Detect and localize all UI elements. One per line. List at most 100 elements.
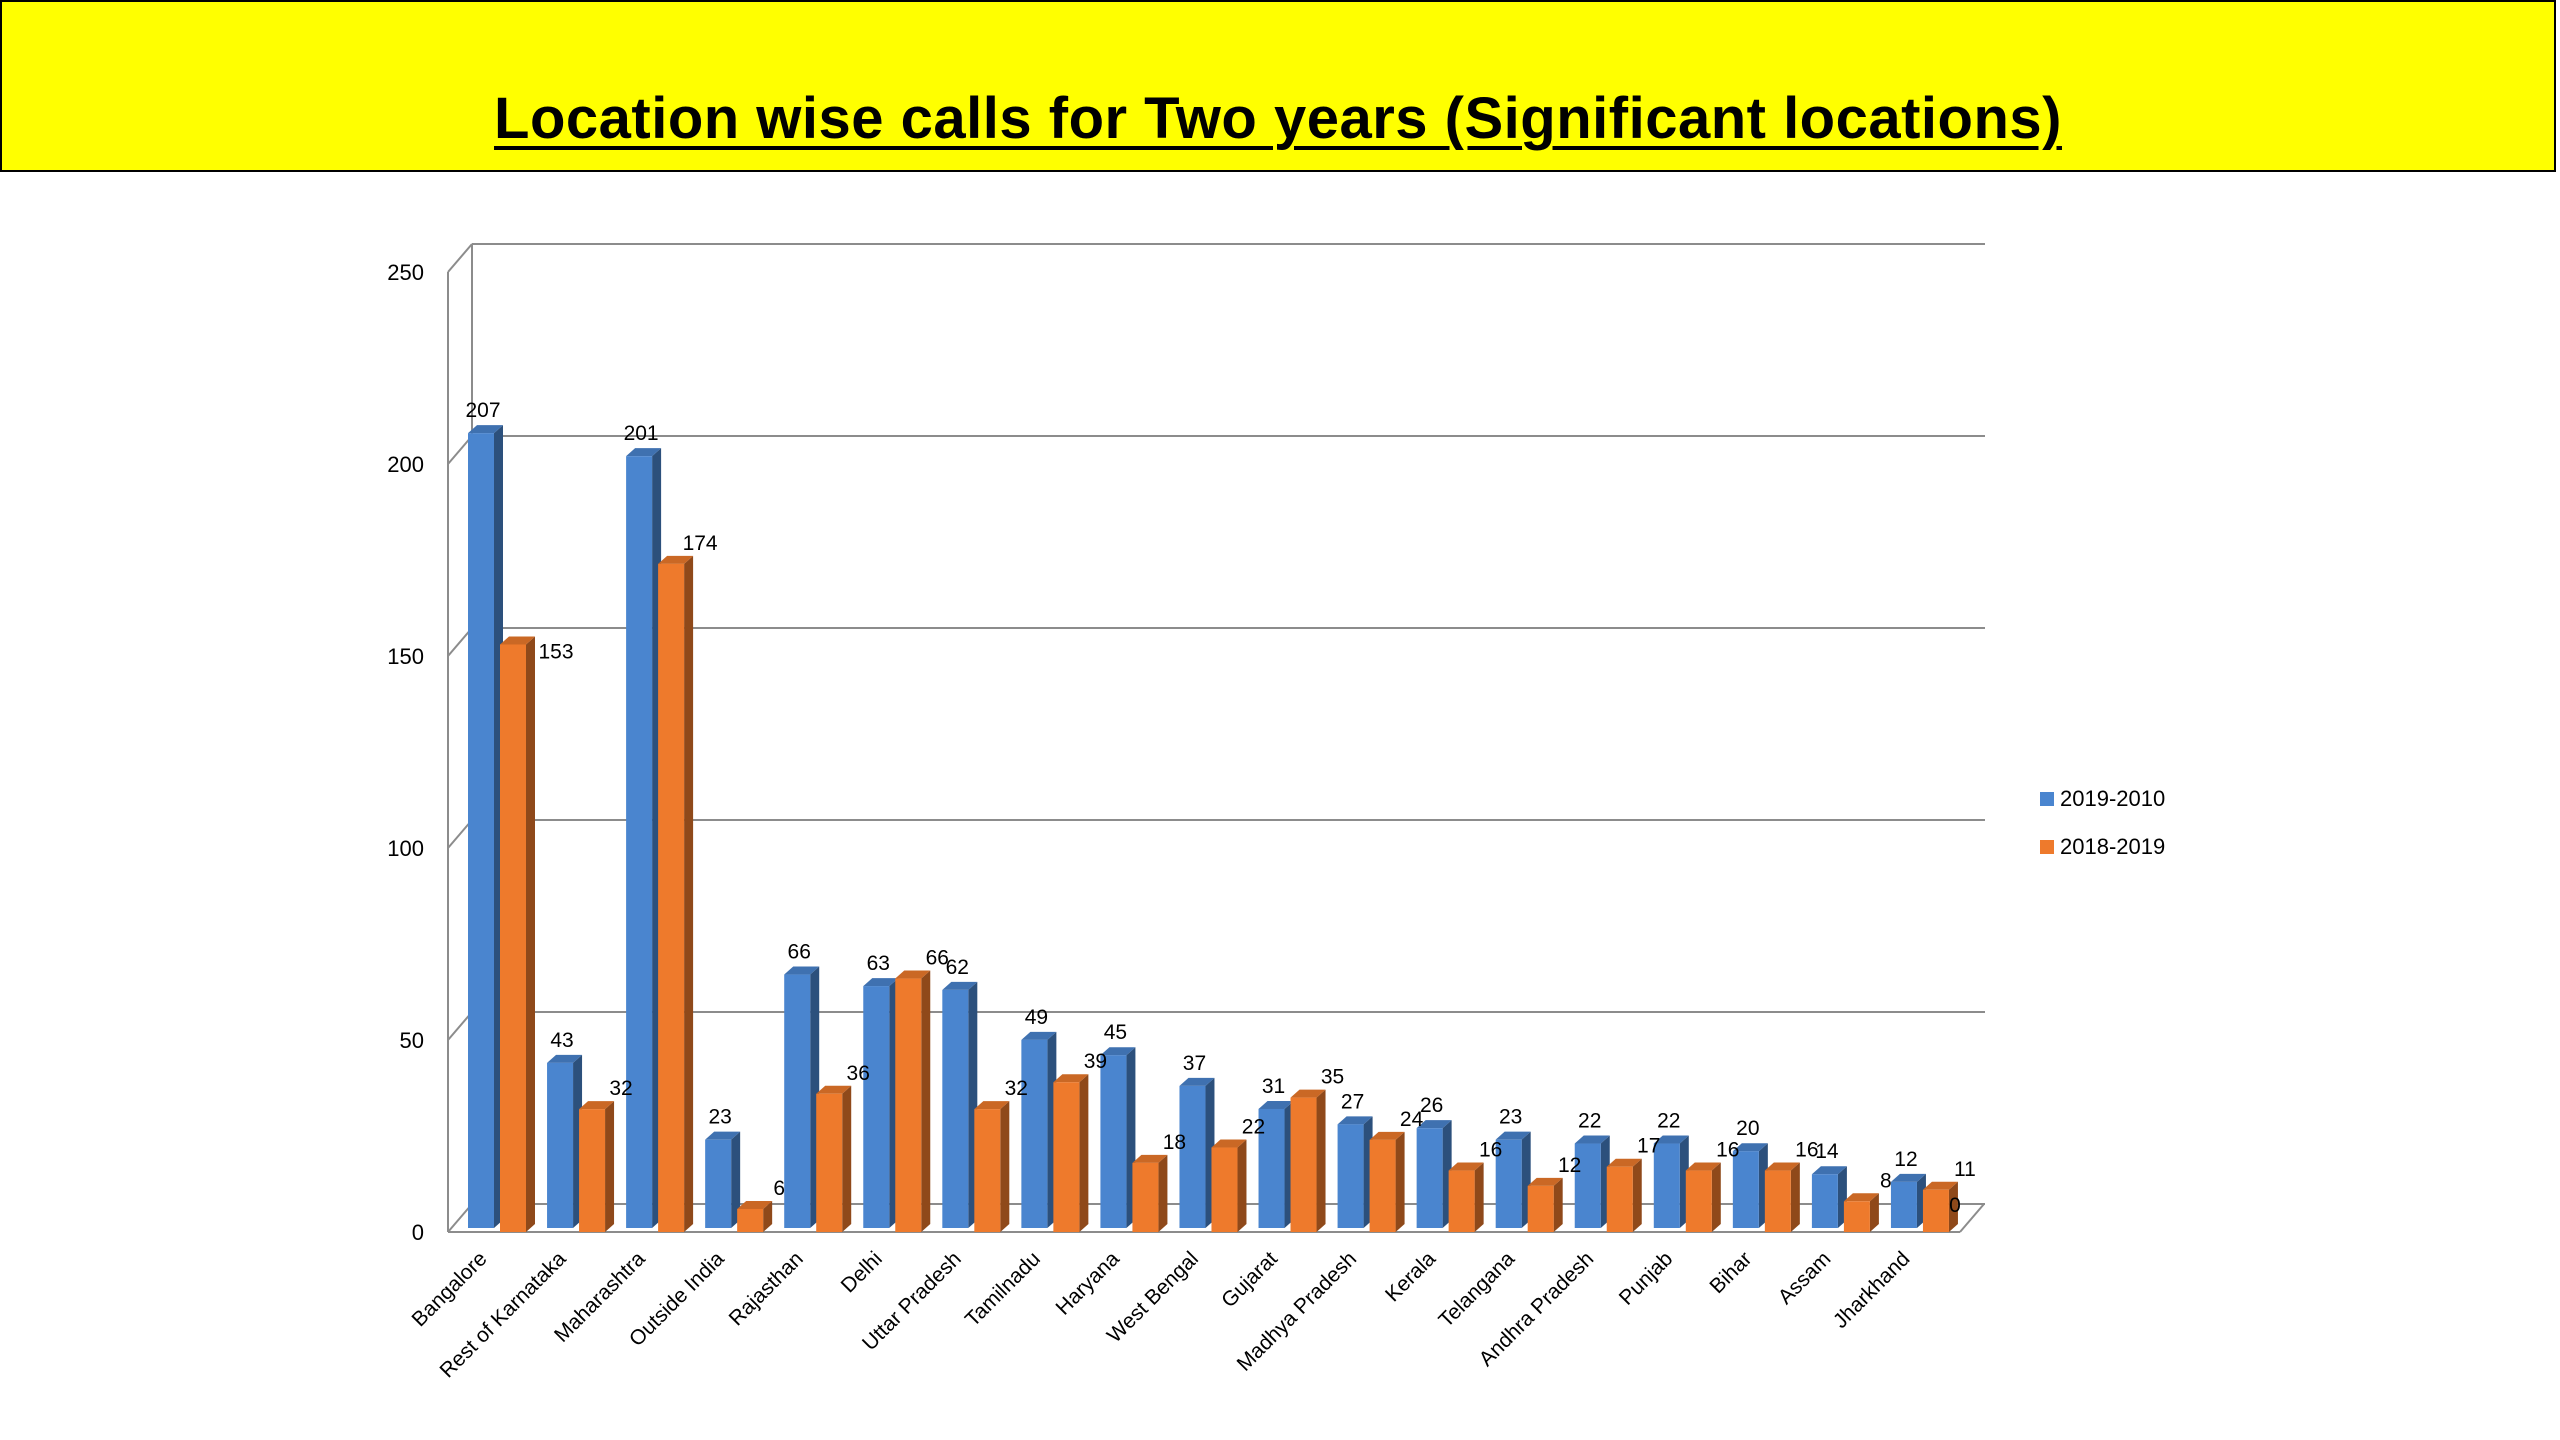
bar-top xyxy=(942,981,978,990)
y-tick-label: 0 xyxy=(412,1220,424,1245)
data-label: 14 xyxy=(1815,1140,1839,1163)
bar xyxy=(626,456,653,1228)
bar-top xyxy=(784,966,820,975)
data-label: 12 xyxy=(1894,1148,1917,1171)
annotation-label: 0 xyxy=(1949,1194,1961,1217)
bar-top xyxy=(1527,1177,1563,1186)
x-tick-label: Punjab xyxy=(1615,1247,1678,1310)
data-label: 6 xyxy=(773,1177,785,1200)
data-label: 12 xyxy=(1558,1154,1581,1177)
bar xyxy=(1416,1128,1443,1228)
bar xyxy=(1369,1139,1396,1232)
bar-top xyxy=(1732,1143,1768,1152)
bar-side xyxy=(1632,1158,1642,1232)
bar xyxy=(1100,1055,1127,1228)
data-label: 174 xyxy=(683,532,718,555)
bar xyxy=(547,1062,574,1228)
bar-side xyxy=(1237,1139,1247,1232)
bar xyxy=(658,563,685,1232)
bar-top xyxy=(1843,1193,1879,1202)
bar xyxy=(895,978,922,1232)
bar-top xyxy=(1211,1139,1247,1148)
data-label: 35 xyxy=(1321,1066,1344,1089)
bar xyxy=(737,1208,764,1232)
data-label: 66 xyxy=(788,941,811,964)
data-label: 20 xyxy=(1736,1117,1759,1140)
bar-top xyxy=(1132,1154,1168,1163)
bar xyxy=(1337,1124,1364,1228)
bar-side xyxy=(1316,1089,1326,1232)
data-label: 49 xyxy=(1025,1006,1048,1029)
data-label: 22 xyxy=(1578,1110,1601,1133)
y-tick-label: 100 xyxy=(387,836,424,861)
bar xyxy=(942,989,969,1228)
bar-side xyxy=(1158,1154,1168,1232)
bar-top xyxy=(737,1200,773,1209)
data-label: 39 xyxy=(1084,1050,1107,1073)
bar xyxy=(468,433,494,1228)
bar xyxy=(579,1109,606,1232)
bar xyxy=(1448,1170,1475,1232)
bar-top xyxy=(1369,1131,1405,1140)
bar-side xyxy=(1079,1074,1089,1232)
bar xyxy=(1132,1162,1159,1232)
data-label: 45 xyxy=(1104,1021,1127,1044)
bar-top xyxy=(1574,1135,1610,1144)
x-tick-label: Delhi xyxy=(837,1247,887,1297)
bar-top xyxy=(705,1131,741,1140)
data-label: 37 xyxy=(1183,1052,1206,1075)
bar-side xyxy=(1869,1193,1879,1232)
bar-top xyxy=(1890,1173,1926,1182)
y-tick-label: 50 xyxy=(400,1028,424,1053)
bar-side xyxy=(605,1101,615,1232)
bar-top xyxy=(1606,1158,1642,1167)
legend-label: 2018-2019 xyxy=(2060,834,2165,859)
bar xyxy=(1732,1151,1759,1228)
data-label: 8 xyxy=(1880,1169,1892,1192)
x-tick-label: Tamilnadu xyxy=(961,1247,1045,1331)
chart-bars xyxy=(468,425,1958,1232)
bar-top xyxy=(1021,1031,1057,1040)
bar xyxy=(1211,1147,1238,1232)
bar-side xyxy=(921,970,931,1232)
bar-top xyxy=(1811,1166,1847,1175)
bar-side xyxy=(842,1085,852,1232)
data-label: 207 xyxy=(465,399,500,422)
bar-side xyxy=(1474,1162,1484,1232)
bar xyxy=(1258,1108,1285,1228)
bar-top xyxy=(500,636,535,645)
data-label: 27 xyxy=(1341,1090,1364,1113)
x-tick-label: Gujarat xyxy=(1217,1247,1282,1312)
bar xyxy=(1890,1181,1917,1228)
bar xyxy=(784,974,811,1228)
bar-top xyxy=(1100,1047,1136,1056)
bar-side xyxy=(1553,1177,1563,1232)
bar-top xyxy=(1416,1120,1452,1129)
data-label: 18 xyxy=(1163,1131,1186,1154)
y-tick-label: 150 xyxy=(387,644,424,669)
bar-top xyxy=(1764,1162,1800,1171)
data-label: 22 xyxy=(1242,1116,1265,1139)
bar-top xyxy=(468,425,503,434)
data-label: 16 xyxy=(1479,1139,1502,1162)
bar xyxy=(1527,1185,1554,1232)
bar-top xyxy=(1337,1116,1373,1125)
data-label: 66 xyxy=(926,947,949,970)
data-label: 36 xyxy=(847,1062,870,1085)
x-tick-label: Rajasthan xyxy=(725,1247,808,1330)
bar-top xyxy=(1448,1162,1484,1171)
bar xyxy=(1021,1039,1048,1228)
bar xyxy=(1495,1139,1522,1228)
x-tick-label: Kerala xyxy=(1381,1247,1440,1306)
legend-swatch xyxy=(2040,840,2054,854)
bar-top xyxy=(1653,1135,1689,1144)
data-label: 23 xyxy=(1499,1106,1522,1129)
x-tick-label: Haryana xyxy=(1052,1247,1125,1320)
data-label: 16 xyxy=(1716,1139,1739,1162)
x-tick-label: Telangana xyxy=(1434,1247,1519,1332)
bar-top xyxy=(816,1085,852,1094)
data-label: 26 xyxy=(1420,1094,1443,1117)
data-label: 63 xyxy=(867,952,890,975)
bar-side xyxy=(763,1200,773,1232)
x-tick-label: Jharkhand xyxy=(1829,1247,1915,1333)
